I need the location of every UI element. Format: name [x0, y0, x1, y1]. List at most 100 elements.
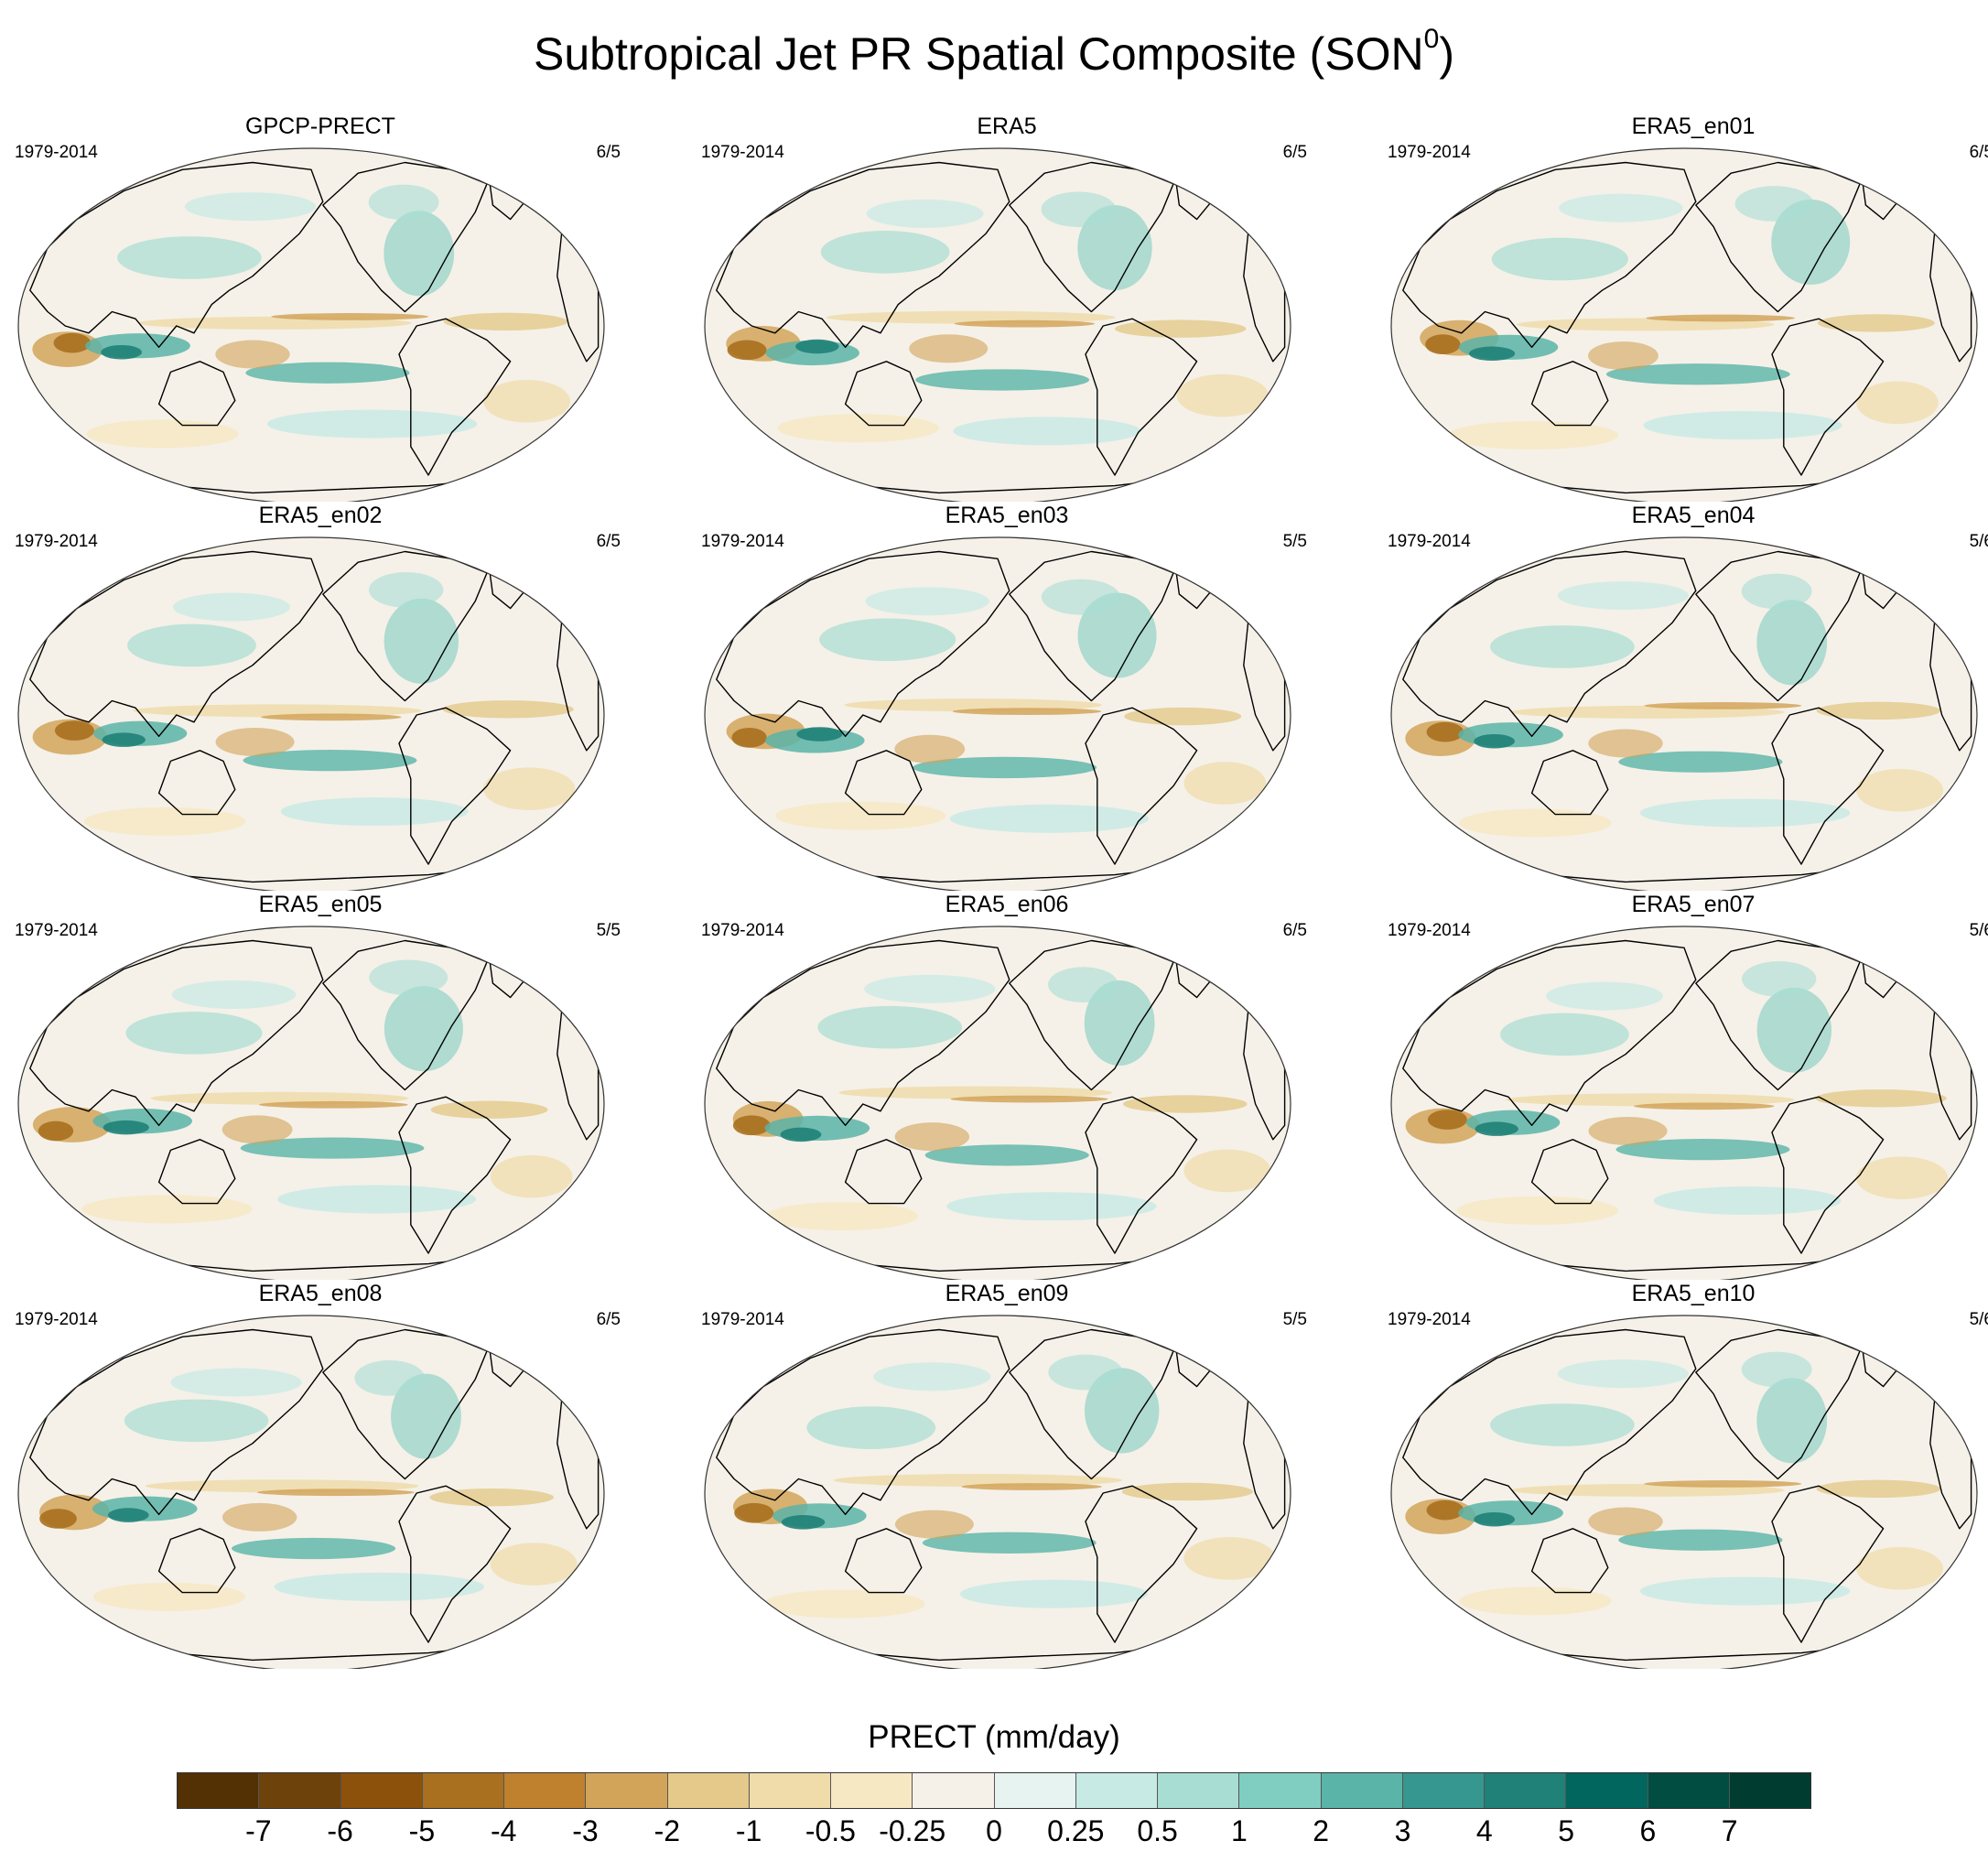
- precip-anomaly-region: [950, 805, 1149, 833]
- precip-anomaly-region: [101, 345, 142, 360]
- colorbar-swatch: [1403, 1773, 1485, 1808]
- precip-anomaly-region: [1490, 1403, 1635, 1446]
- precip-anomaly-region: [173, 593, 290, 622]
- precip-anomaly-region: [895, 1510, 974, 1539]
- precip-anomaly-region: [127, 624, 256, 667]
- precip-anomaly-region: [1559, 194, 1683, 222]
- precip-anomaly-region: [733, 1115, 771, 1135]
- precip-anomaly-region: [1122, 1483, 1253, 1500]
- precip-anomaly-region: [108, 1508, 149, 1522]
- precip-anomaly-region: [369, 185, 439, 221]
- map-panel-grid: GPCP-PRECT 1979-2014 6/5 ERA5 1979-2014 6/5 ER…: [0, 0, 1988, 1703]
- precip-anomaly-region: [955, 320, 1096, 328]
- precip-anomaly-region: [1654, 1186, 1842, 1215]
- precip-anomaly-region: [257, 1489, 415, 1496]
- precip-anomaly-region: [1183, 1537, 1275, 1580]
- colorbar-swatch: [668, 1773, 750, 1808]
- precip-anomaly-region: [796, 727, 842, 742]
- precip-anomaly-region: [1448, 421, 1618, 449]
- colorbar-tick-label: 2: [1313, 1814, 1329, 1848]
- precip-anomaly-region: [431, 1101, 548, 1119]
- precip-anomaly-region: [261, 713, 402, 720]
- precip-anomaly-region: [102, 732, 145, 747]
- map-panel: GPCP-PRECT 1979-2014 6/5: [9, 117, 632, 502]
- precip-anomaly-region: [216, 728, 295, 756]
- precip-anomaly-region: [1427, 1500, 1464, 1521]
- precip-anomaly-region: [117, 236, 262, 279]
- precip-anomaly-region: [1856, 769, 1943, 812]
- precip-anomaly-region: [483, 380, 570, 423]
- precip-anomaly-region: [185, 192, 316, 221]
- precip-anomaly-region: [781, 1128, 822, 1142]
- colorbar-swatch: [1239, 1773, 1321, 1808]
- colorbar-swatch: [1730, 1773, 1810, 1808]
- precip-anomaly-region: [782, 1515, 825, 1530]
- colorbar-swatch: [586, 1773, 667, 1808]
- precip-anomaly-region: [1558, 581, 1689, 610]
- colorbar-tick-label: 3: [1395, 1814, 1411, 1848]
- precip-anomaly-region: [1459, 808, 1611, 837]
- world-map: [9, 506, 632, 891]
- precip-anomaly-region: [1643, 411, 1842, 439]
- precip-anomaly-region: [1123, 1095, 1248, 1112]
- precip-anomaly-region: [1756, 600, 1827, 685]
- precip-anomaly-region: [1818, 314, 1935, 331]
- precip-anomaly-region: [429, 1489, 554, 1506]
- precip-anomaly-region: [1756, 1378, 1827, 1463]
- colorbar-swatch: [913, 1773, 994, 1808]
- precip-anomaly-region: [1469, 347, 1515, 362]
- precip-anomaly-region: [1048, 967, 1118, 1002]
- precip-anomaly-region: [806, 1406, 935, 1449]
- precip-anomaly-region: [93, 1583, 245, 1611]
- colorbar-tick-label: -7: [245, 1814, 271, 1848]
- precip-anomaly-region: [895, 1122, 969, 1151]
- world-map: [696, 117, 1318, 502]
- precip-anomaly-region: [1474, 734, 1515, 749]
- map-panel: ERA5_en02 1979-2014 6/5: [9, 506, 632, 891]
- precip-anomaly-region: [54, 333, 92, 353]
- precip-anomaly-region: [1428, 1110, 1467, 1130]
- precip-anomaly-region: [1742, 574, 1812, 610]
- colorbar-swatch: [178, 1773, 259, 1808]
- world-map: [9, 117, 632, 502]
- colorbar-swatch: [1322, 1773, 1403, 1808]
- world-map: [696, 895, 1318, 1280]
- precip-anomaly-region: [867, 200, 984, 228]
- precip-anomaly-region: [1588, 730, 1662, 758]
- colorbar-swatch: [1158, 1773, 1239, 1808]
- map-panel: ERA5_en05 1979-2014 5/5: [9, 895, 632, 1280]
- precip-anomaly-region: [777, 414, 938, 442]
- precip-anomaly-region: [222, 1115, 293, 1143]
- precip-anomaly-region: [951, 1096, 1108, 1103]
- map-panel: ERA5_en09 1979-2014 5/5: [696, 1284, 1318, 1669]
- colorbar-tick-label: 0.25: [1047, 1814, 1104, 1848]
- precip-anomaly-region: [38, 1121, 73, 1142]
- precip-anomaly-region: [1856, 1156, 1948, 1199]
- precip-anomaly-region: [491, 1155, 573, 1198]
- precip-anomaly-region: [864, 975, 995, 1003]
- colorbar-swatch: [750, 1773, 831, 1808]
- precip-anomaly-region: [1856, 1547, 1943, 1590]
- precip-anomaly-region: [1589, 1117, 1668, 1145]
- colorbar-tick-label: 5: [1558, 1814, 1574, 1848]
- precip-anomaly-region: [354, 1360, 425, 1396]
- precip-anomaly-region: [275, 1573, 484, 1601]
- precip-anomaly-region: [124, 1400, 269, 1443]
- precip-anomaly-region: [873, 1362, 990, 1391]
- precip-anomaly-region: [384, 986, 463, 1071]
- precip-anomaly-region: [1815, 1089, 1946, 1107]
- colorbar-label: PRECT (mm/day): [0, 1719, 1988, 1756]
- precip-anomaly-region: [946, 1192, 1156, 1220]
- precip-anomaly-region: [1427, 722, 1464, 742]
- precip-anomaly-region: [103, 1121, 149, 1135]
- precip-anomaly-region: [125, 1012, 262, 1055]
- precip-anomaly-region: [215, 341, 289, 369]
- precip-anomaly-region: [766, 1202, 918, 1230]
- precip-anomaly-region: [821, 231, 950, 274]
- world-map: [1382, 895, 1988, 1280]
- precip-anomaly-region: [1474, 1512, 1515, 1527]
- precip-anomaly-region: [775, 802, 945, 830]
- colorbar-swatch: [1566, 1773, 1648, 1808]
- map-panel: ERA5_en06 1979-2014 6/5: [696, 895, 1318, 1280]
- colorbar-swatch: [1648, 1773, 1730, 1808]
